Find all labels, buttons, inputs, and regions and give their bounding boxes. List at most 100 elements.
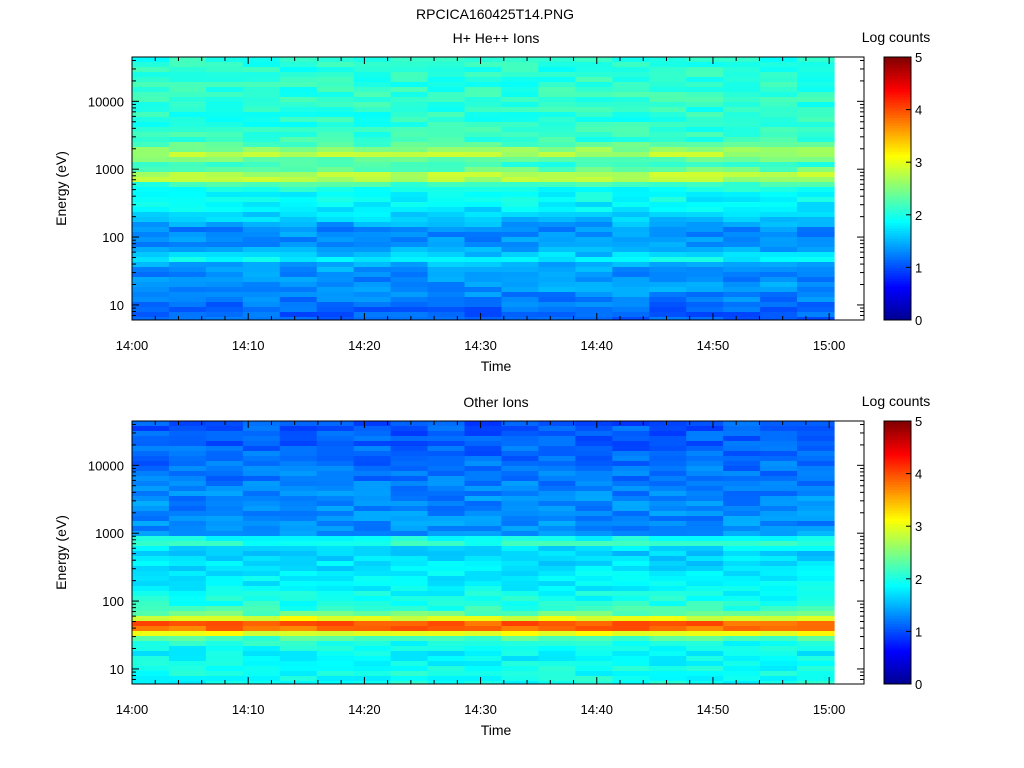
heatmap-cell: [316, 461, 355, 467]
heatmap-cell: [205, 307, 244, 313]
heatmap-cell: [353, 97, 392, 103]
heatmap-cell: [242, 137, 281, 143]
colorbar-tick-label: 0: [915, 677, 922, 692]
heatmap-cell: [575, 441, 613, 447]
colorbar-segment: [884, 175, 911, 179]
heatmap-cell: [501, 506, 540, 512]
heatmap-cell: [464, 67, 503, 73]
heatmap-cell: [538, 571, 576, 577]
heatmap-cell: [279, 656, 318, 662]
heatmap-cell: [649, 436, 687, 442]
heatmap-cell: [538, 202, 576, 208]
heatmap-cell: [686, 102, 724, 108]
heatmap-cell: [353, 102, 392, 108]
colorbar-segment: [884, 293, 911, 297]
heatmap-cell: [353, 516, 392, 522]
heatmap-cell: [538, 262, 576, 268]
colorbar-segment: [884, 196, 911, 200]
heatmap-cell: [538, 486, 576, 492]
heatmap-cell: [760, 421, 798, 427]
heatmap-cell: [686, 162, 724, 168]
heatmap-cell: [390, 621, 429, 627]
heatmap-cell: [132, 506, 170, 512]
colorbar-segment: [884, 423, 911, 427]
heatmap-cell: [279, 541, 318, 547]
heatmap-cell: [316, 82, 355, 88]
heatmap-cell: [427, 591, 466, 597]
heatmap-cell: [353, 431, 392, 437]
heatmap-cell: [132, 586, 170, 592]
heatmap-cell: [242, 496, 281, 502]
heatmap-cell: [760, 476, 798, 482]
heatmap-cell: [575, 526, 613, 532]
heatmap-cell: [686, 586, 724, 592]
colorbar-segment: [884, 99, 911, 103]
heatmap-cell: [205, 661, 244, 667]
heatmap-cell: [242, 536, 281, 542]
heatmap-cell: [168, 431, 207, 437]
heatmap-cell: [316, 72, 355, 78]
heatmap-cell: [279, 556, 318, 562]
colorbar-tick-label: 1: [915, 260, 922, 275]
heatmap-cell: [132, 252, 170, 258]
heatmap-cell: [723, 566, 761, 572]
heatmap-cell: [723, 456, 761, 462]
heatmap-cell: [649, 611, 687, 617]
heatmap-cell: [464, 621, 503, 627]
heatmap-cell: [316, 162, 355, 168]
heatmap-cell: [132, 237, 170, 243]
heatmap-cell: [316, 152, 355, 158]
heatmap-cell: [538, 127, 576, 133]
colorbar-segment: [884, 135, 911, 140]
heatmap-cell: [538, 142, 576, 148]
heatmap-cell: [316, 471, 355, 477]
heatmap-cell: [649, 97, 687, 103]
heatmap-cell: [464, 501, 503, 507]
heatmap-cell: [538, 282, 576, 288]
heatmap-cell: [205, 676, 244, 682]
heatmap-cell: [723, 501, 761, 507]
heatmap-cell: [760, 277, 798, 283]
heatmap-cell: [723, 511, 761, 517]
heatmap-cell: [538, 641, 576, 647]
heatmap-cell: [279, 147, 318, 153]
heatmap-cell: [353, 476, 392, 482]
colorbar-segment: [884, 578, 911, 582]
heatmap-cell: [538, 242, 576, 248]
heatmap-cell: [205, 157, 244, 163]
x-tick-label: 14:40: [580, 702, 613, 717]
heatmap-cell: [205, 506, 244, 512]
heatmap-cell: [575, 157, 613, 163]
heatmap-cell: [575, 491, 613, 497]
heatmap-cell: [464, 546, 503, 552]
heatmap-cell: [316, 601, 355, 607]
heatmap-cell: [797, 436, 835, 442]
heatmap-cell: [242, 302, 281, 308]
heatmap-cell: [427, 267, 466, 273]
heatmap-cell: [242, 317, 281, 321]
heatmap-cell: [205, 197, 244, 203]
colorbar-segment: [884, 138, 911, 142]
heatmap-cell: [575, 142, 613, 148]
heatmap-cell: [427, 97, 466, 103]
heatmap-cell: [390, 97, 429, 103]
heatmap-cell: [168, 541, 207, 547]
heatmap-cell: [575, 501, 613, 507]
heatmap-cell: [723, 591, 761, 597]
heatmap-cell: [723, 466, 761, 472]
heatmap-cell: [390, 297, 429, 303]
heatmap-cell: [205, 167, 244, 173]
heatmap-cell: [797, 102, 835, 108]
heatmap-cell: [205, 451, 244, 457]
heatmap-cell: [760, 511, 798, 517]
heatmap-cell: [649, 67, 687, 73]
heatmap-cell: [205, 287, 244, 293]
heatmap-cell: [427, 222, 466, 228]
heatmap-cell: [353, 307, 392, 313]
heatmap-cell: [279, 312, 318, 318]
heatmap-cell: [723, 107, 761, 113]
heatmap-cell: [797, 681, 835, 685]
heatmap-cell: [760, 646, 798, 652]
heatmap-cell: [279, 551, 318, 557]
heatmap-cell: [205, 62, 244, 68]
